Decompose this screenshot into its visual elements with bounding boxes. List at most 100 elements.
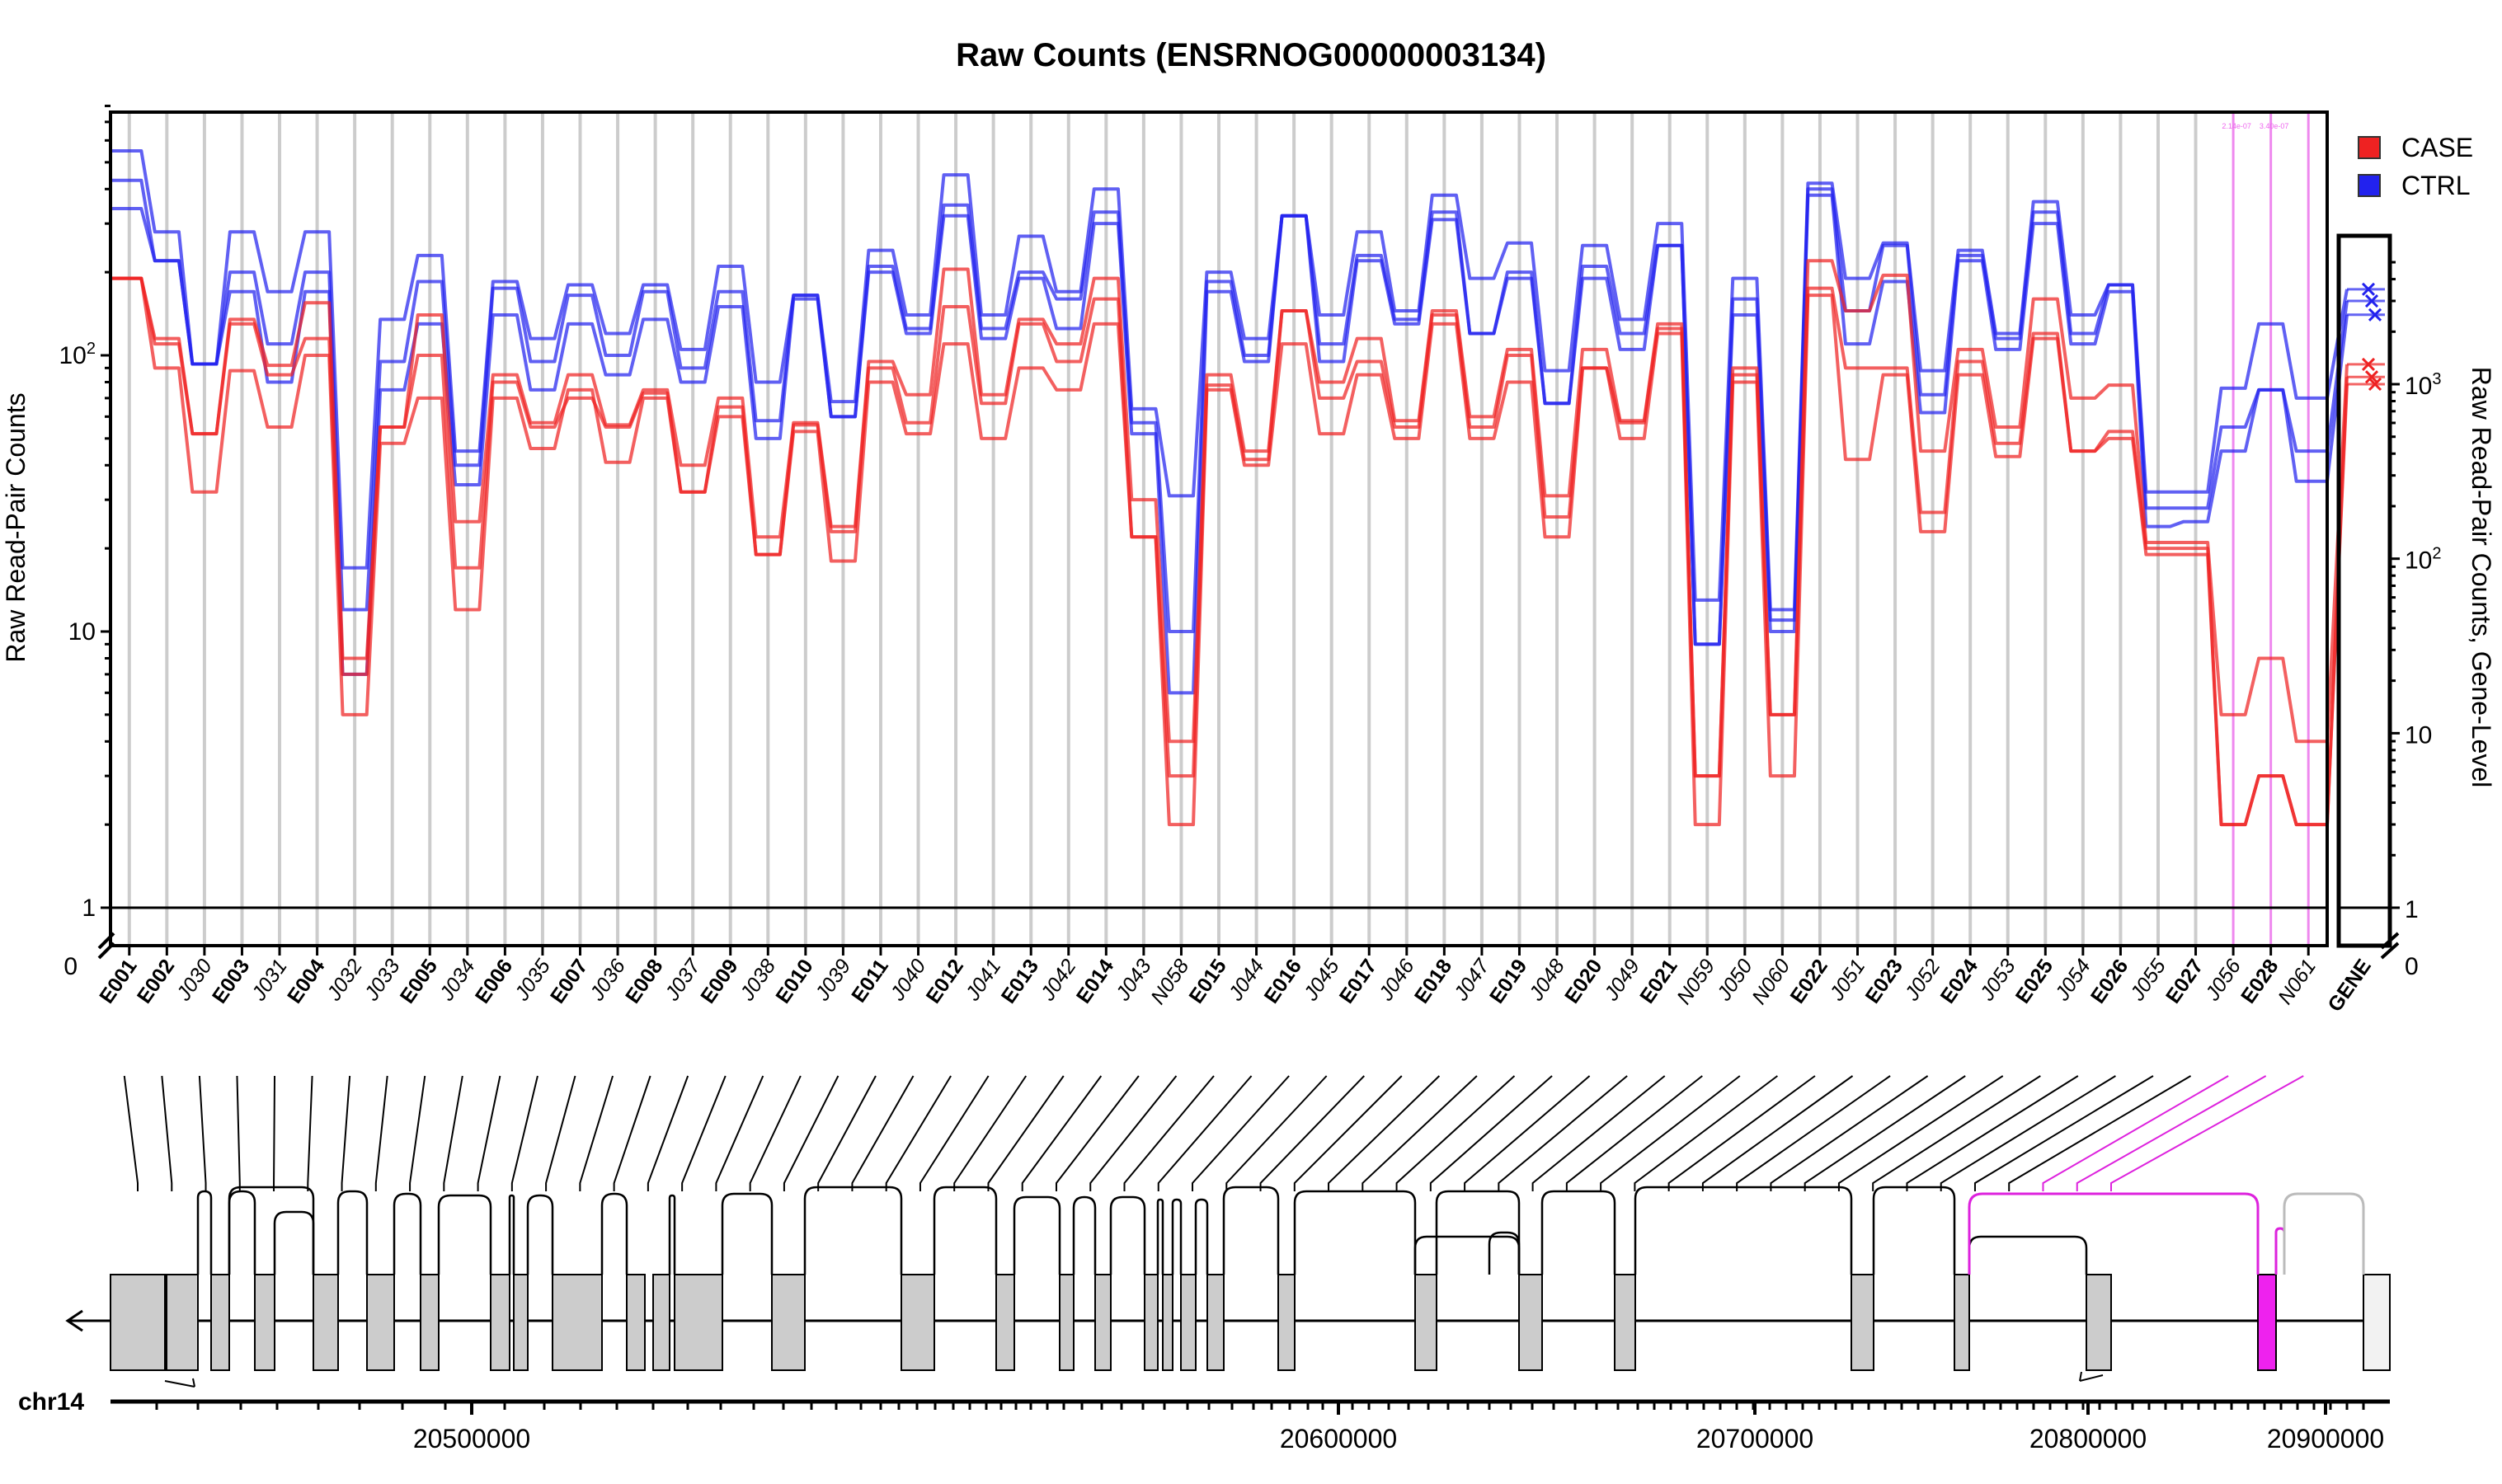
exon-box-novel	[2363, 1274, 2391, 1371]
highlight-annotation: 2.14e-07	[2222, 122, 2251, 130]
feature-label-J055: J055	[2125, 955, 2170, 1005]
exon-box	[110, 1274, 166, 1371]
junction-arc	[273, 1210, 315, 1275]
exon-box	[2086, 1274, 2112, 1371]
junction-arc	[1109, 1195, 1146, 1275]
junction-arc	[196, 1190, 213, 1275]
feature-connector-J056	[2042, 1075, 2229, 1191]
feature-label-J037: J037	[660, 954, 705, 1005]
junction-arc	[1222, 1186, 1280, 1275]
feature-connector-E001	[123, 1075, 139, 1191]
axis-break-left	[97, 932, 115, 960]
feature-connector-N058	[1089, 1075, 1178, 1191]
junction-arc	[1540, 1190, 1616, 1275]
feature-label-E022: E022	[1785, 955, 1832, 1007]
feature-label-E019: E019	[1485, 955, 1531, 1007]
feature-label-E023: E023	[1861, 955, 1907, 1007]
exon-box	[552, 1274, 603, 1371]
feature-label-J038: J038	[736, 955, 781, 1005]
feature-label-E025: E025	[2011, 955, 2058, 1007]
feature-label-J056: J056	[2200, 955, 2246, 1005]
feature-connector-E020	[1464, 1075, 1591, 1191]
feature-connector-J049	[1498, 1075, 1628, 1191]
tss-marker-icon	[164, 1378, 195, 1388]
y-axis-label-left: Raw Read-Pair Counts	[1, 392, 31, 662]
exon-box	[366, 1274, 395, 1371]
axis-break-right	[2380, 932, 2400, 960]
feature-connector-J043	[1055, 1075, 1140, 1191]
feature-connector-J032	[341, 1075, 351, 1191]
y-zero-label: 0	[63, 953, 78, 980]
feature-connector-E013	[953, 1075, 1028, 1191]
feature-connector-E016	[1192, 1075, 1290, 1191]
junction-arc	[1872, 1186, 1956, 1275]
feature-connector-J051	[1701, 1075, 1854, 1191]
exon-box	[166, 1274, 199, 1371]
feature-label-J034: J034	[435, 955, 480, 1005]
y-tick-label: 1	[82, 895, 96, 922]
feature-label-E007: E007	[546, 955, 592, 1007]
feature-label-E015: E015	[1184, 955, 1230, 1007]
junction-arc	[336, 1190, 369, 1275]
exon-box	[1954, 1274, 1970, 1371]
exon-box	[995, 1274, 1015, 1371]
feature-label-E001: E001	[95, 955, 141, 1007]
feature-connector-J037	[647, 1075, 689, 1191]
legend-label-ctrl: CTRL	[2401, 171, 2471, 200]
highlight-annotation: 3.40e-07	[2260, 122, 2289, 130]
junction-arc	[668, 1194, 676, 1275]
junction-arc	[228, 1190, 256, 1275]
feature-connector-E008	[613, 1075, 651, 1191]
genomic-tick-label: 20900000	[2267, 1424, 2384, 1453]
y-tick-label: 102	[59, 340, 96, 369]
feature-label-E020: E020	[1560, 955, 1606, 1007]
feature-label-J052: J052	[1900, 955, 1945, 1005]
exon-box-highlight	[2257, 1274, 2277, 1371]
feature-label-J036: J036	[585, 955, 630, 1005]
feature-label-J030: J030	[172, 955, 217, 1005]
feature-label-J031: J031	[247, 955, 292, 1005]
y-tick-label: 10	[68, 618, 96, 646]
exon-box	[254, 1274, 275, 1371]
feature-connector-J038	[715, 1075, 764, 1191]
tes-marker-icon	[2079, 1371, 2104, 1382]
feature-label-J047: J047	[1449, 954, 1494, 1005]
junction-arc	[600, 1192, 628, 1275]
feature-connector-E007	[545, 1075, 576, 1191]
feature-connector-J047	[1362, 1075, 1478, 1191]
feature-connector-E012	[885, 1075, 952, 1191]
feature-label-E028: E028	[2236, 955, 2283, 1007]
feature-connector-E015	[1123, 1075, 1215, 1191]
exon-box	[513, 1274, 529, 1371]
feature-label-N059: N059	[1672, 955, 1719, 1008]
feature-label-E024: E024	[1936, 955, 1982, 1007]
junction-arc	[933, 1186, 998, 1275]
feature-label-J048: J048	[1524, 955, 1569, 1005]
feature-connector-J050	[1600, 1075, 1741, 1191]
feature-label-E003: E003	[208, 955, 254, 1007]
feature-connector-J036	[579, 1075, 614, 1191]
feature-connector-E009	[681, 1075, 727, 1191]
feature-label-N060: N060	[1747, 955, 1794, 1008]
junction-arc	[1435, 1190, 1521, 1275]
chart-title: Raw Counts (ENSRNOG00000003134)	[956, 37, 1546, 73]
feature-connector-E023	[1736, 1075, 1891, 1191]
junction-arc	[1171, 1198, 1183, 1275]
feature-label-J039: J039	[811, 955, 856, 1005]
feature-connector-E014	[1021, 1075, 1103, 1191]
feature-connector-J052	[1770, 1075, 1929, 1191]
exon-box	[313, 1274, 339, 1371]
junction-arc-highlight	[2283, 1192, 2365, 1275]
junction-arc	[1156, 1198, 1164, 1275]
right-y-tick-label: 102	[2405, 545, 2442, 575]
series-line-ctrl	[111, 178, 2327, 646]
exon-box	[652, 1274, 670, 1371]
gene-panel-frame	[2336, 233, 2392, 948]
legend-swatch-ctrl	[2358, 174, 2381, 197]
junction-arc	[228, 1186, 315, 1275]
feature-connector-N061	[2110, 1075, 2304, 1191]
junction-arc	[1968, 1235, 2088, 1275]
feature-label-J054: J054	[2050, 955, 2095, 1005]
junction-arc	[721, 1192, 774, 1275]
